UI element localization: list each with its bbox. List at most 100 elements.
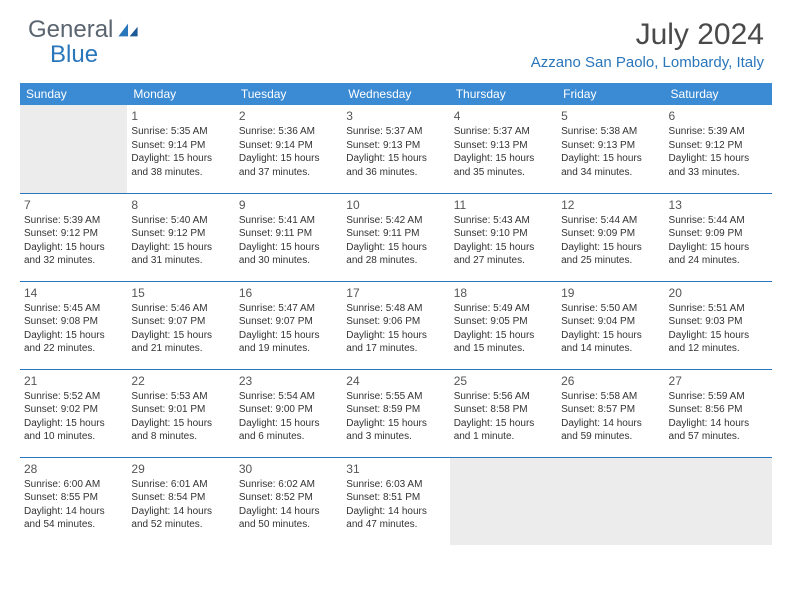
calendar-day-cell: 1Sunrise: 5:35 AMSunset: 9:14 PMDaylight…	[127, 105, 234, 193]
day-info-line: Sunrise: 5:36 AM	[239, 125, 338, 139]
day-number: 29	[131, 461, 230, 477]
day-info-line: Sunset: 9:01 PM	[131, 403, 230, 417]
calendar-day-cell: 21Sunrise: 5:52 AMSunset: 9:02 PMDayligh…	[20, 369, 127, 457]
day-info-line: Sunrise: 5:37 AM	[346, 125, 445, 139]
day-info-line: and 52 minutes.	[131, 518, 230, 532]
day-info-line: Sunrise: 6:00 AM	[24, 478, 123, 492]
day-info-line: Daylight: 15 hours	[669, 152, 768, 166]
day-info-line: Sunset: 9:14 PM	[131, 139, 230, 153]
day-info-line: Sunrise: 5:43 AM	[454, 214, 553, 228]
day-info-line: Daylight: 15 hours	[24, 241, 123, 255]
calendar-day-cell: 7Sunrise: 5:39 AMSunset: 9:12 PMDaylight…	[20, 193, 127, 281]
calendar-day-cell: 22Sunrise: 5:53 AMSunset: 9:01 PMDayligh…	[127, 369, 234, 457]
day-number: 12	[561, 197, 660, 213]
day-info-line: and 50 minutes.	[239, 518, 338, 532]
day-number: 1	[131, 108, 230, 124]
day-number: 31	[346, 461, 445, 477]
day-info-line: Sunrise: 5:56 AM	[454, 390, 553, 404]
day-info-line: and 12 minutes.	[669, 342, 768, 356]
day-info-line: Sunset: 9:02 PM	[24, 403, 123, 417]
day-info-line: Sunrise: 5:51 AM	[669, 302, 768, 316]
day-number: 15	[131, 285, 230, 301]
day-info-line: Daylight: 15 hours	[131, 417, 230, 431]
day-number: 11	[454, 197, 553, 213]
calendar-day-cell: 5Sunrise: 5:38 AMSunset: 9:13 PMDaylight…	[557, 105, 664, 193]
day-info-line: and 14 minutes.	[561, 342, 660, 356]
day-info-line: and 37 minutes.	[239, 166, 338, 180]
day-info-line: Sunset: 9:13 PM	[561, 139, 660, 153]
calendar-day-cell: 6Sunrise: 5:39 AMSunset: 9:12 PMDaylight…	[665, 105, 772, 193]
day-info-line: Daylight: 14 hours	[561, 417, 660, 431]
calendar-day-cell: 16Sunrise: 5:47 AMSunset: 9:07 PMDayligh…	[235, 281, 342, 369]
day-info-line: and 21 minutes.	[131, 342, 230, 356]
day-info-line: Sunset: 9:05 PM	[454, 315, 553, 329]
calendar-day-cell: 31Sunrise: 6:03 AMSunset: 8:51 PMDayligh…	[342, 457, 449, 545]
day-info-line: and 31 minutes.	[131, 254, 230, 268]
day-info-line: Daylight: 15 hours	[131, 241, 230, 255]
day-info-line: Sunrise: 6:02 AM	[239, 478, 338, 492]
day-number: 21	[24, 373, 123, 389]
day-info-line: Sunrise: 5:52 AM	[24, 390, 123, 404]
calendar-day-cell: 26Sunrise: 5:58 AMSunset: 8:57 PMDayligh…	[557, 369, 664, 457]
calendar-day-cell: 27Sunrise: 5:59 AMSunset: 8:56 PMDayligh…	[665, 369, 772, 457]
calendar-day-cell: 11Sunrise: 5:43 AMSunset: 9:10 PMDayligh…	[450, 193, 557, 281]
day-info-line: and 33 minutes.	[669, 166, 768, 180]
day-info-line: and 36 minutes.	[346, 166, 445, 180]
logo-text-1: General	[28, 16, 113, 43]
day-info-line: Sunset: 8:57 PM	[561, 403, 660, 417]
day-number: 3	[346, 108, 445, 124]
day-info-line: Daylight: 14 hours	[24, 505, 123, 519]
day-info-line: Sunset: 8:55 PM	[24, 491, 123, 505]
calendar-day-cell: 24Sunrise: 5:55 AMSunset: 8:59 PMDayligh…	[342, 369, 449, 457]
day-info-line: and 34 minutes.	[561, 166, 660, 180]
day-info-line: Sunrise: 5:38 AM	[561, 125, 660, 139]
day-info-line: Daylight: 15 hours	[239, 241, 338, 255]
day-info-line: Daylight: 14 hours	[239, 505, 338, 519]
day-info-line: Sunset: 9:11 PM	[346, 227, 445, 241]
day-info-line: Sunrise: 5:35 AM	[131, 125, 230, 139]
calendar-week-row: 1Sunrise: 5:35 AMSunset: 9:14 PMDaylight…	[20, 105, 772, 193]
day-info-line: Sunrise: 5:55 AM	[346, 390, 445, 404]
day-info-line: Sunset: 9:14 PM	[239, 139, 338, 153]
day-info-line: Sunrise: 5:54 AM	[239, 390, 338, 404]
day-info-line: Sunrise: 5:59 AM	[669, 390, 768, 404]
day-info-line: Daylight: 15 hours	[24, 417, 123, 431]
day-info-line: Sunset: 8:56 PM	[669, 403, 768, 417]
day-info-line: and 8 minutes.	[131, 430, 230, 444]
day-info-line: Daylight: 15 hours	[346, 241, 445, 255]
day-info-line: Daylight: 15 hours	[561, 241, 660, 255]
calendar-day-cell: 30Sunrise: 6:02 AMSunset: 8:52 PMDayligh…	[235, 457, 342, 545]
day-info-line: and 25 minutes.	[561, 254, 660, 268]
weekday-header: Monday	[127, 83, 234, 105]
calendar-week-row: 21Sunrise: 5:52 AMSunset: 9:02 PMDayligh…	[20, 369, 772, 457]
calendar-day-cell: 17Sunrise: 5:48 AMSunset: 9:06 PMDayligh…	[342, 281, 449, 369]
calendar-week-row: 7Sunrise: 5:39 AMSunset: 9:12 PMDaylight…	[20, 193, 772, 281]
calendar-day-cell: 20Sunrise: 5:51 AMSunset: 9:03 PMDayligh…	[665, 281, 772, 369]
day-number: 18	[454, 285, 553, 301]
day-info-line: Sunrise: 5:39 AM	[24, 214, 123, 228]
day-info-line: and 54 minutes.	[24, 518, 123, 532]
weekday-header: Tuesday	[235, 83, 342, 105]
day-info-line: and 17 minutes.	[346, 342, 445, 356]
day-info-line: Sunrise: 5:46 AM	[131, 302, 230, 316]
calendar-day-cell: 14Sunrise: 5:45 AMSunset: 9:08 PMDayligh…	[20, 281, 127, 369]
logo-sail-icon	[115, 19, 141, 43]
day-info-line: Daylight: 15 hours	[131, 329, 230, 343]
day-info-line: Daylight: 14 hours	[131, 505, 230, 519]
day-info-line: and 6 minutes.	[239, 430, 338, 444]
calendar-day-cell: 28Sunrise: 6:00 AMSunset: 8:55 PMDayligh…	[20, 457, 127, 545]
day-number: 22	[131, 373, 230, 389]
day-info-line: and 1 minute.	[454, 430, 553, 444]
day-info-line: Daylight: 15 hours	[561, 329, 660, 343]
day-info-line: and 19 minutes.	[239, 342, 338, 356]
day-info-line: and 59 minutes.	[561, 430, 660, 444]
calendar-day-cell: 12Sunrise: 5:44 AMSunset: 9:09 PMDayligh…	[557, 193, 664, 281]
day-number: 5	[561, 108, 660, 124]
day-info-line: Sunrise: 5:39 AM	[669, 125, 768, 139]
logo: GeneralBlue	[28, 18, 141, 67]
day-info-line: Sunrise: 5:49 AM	[454, 302, 553, 316]
title-block: July 2024 Azzano San Paolo, Lombardy, It…	[531, 18, 764, 71]
day-info-line: Sunset: 8:59 PM	[346, 403, 445, 417]
day-number: 19	[561, 285, 660, 301]
day-number: 14	[24, 285, 123, 301]
